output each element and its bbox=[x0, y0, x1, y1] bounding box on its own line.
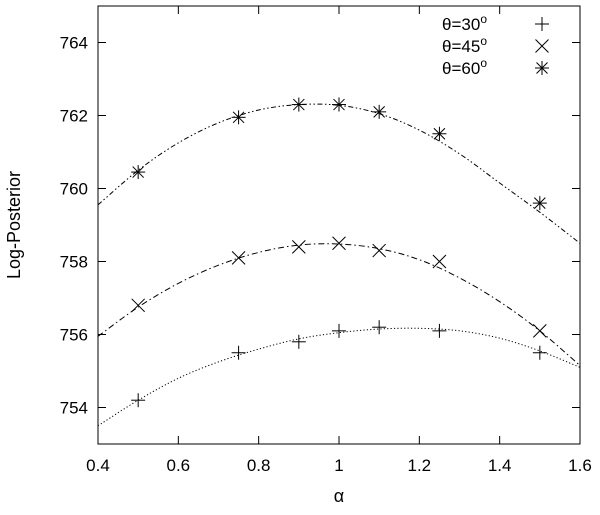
data-point bbox=[532, 323, 547, 338]
x-tick-label: 1 bbox=[334, 456, 343, 475]
data-point bbox=[532, 196, 547, 211]
legend-label: θ=60o bbox=[442, 56, 487, 78]
marker-stroke bbox=[536, 62, 548, 74]
data-point bbox=[332, 323, 346, 338]
x-axis-label: α bbox=[334, 486, 344, 506]
x-tick-label: 0.8 bbox=[247, 456, 271, 475]
series-fit-curve-1 bbox=[97, 327, 581, 427]
legend-degree-sign: o bbox=[480, 56, 487, 70]
marker-stroke bbox=[535, 39, 549, 53]
y-axis-label: Log-Posterior bbox=[4, 171, 24, 279]
x-tick-label: 0.4 bbox=[86, 456, 110, 475]
data-point bbox=[131, 165, 146, 180]
data-point bbox=[131, 393, 146, 408]
data-point bbox=[231, 345, 246, 360]
data-point bbox=[432, 126, 447, 141]
marker-stroke bbox=[292, 98, 305, 111]
marker-stroke bbox=[372, 243, 387, 258]
legend-marker bbox=[535, 17, 549, 31]
marker-stroke bbox=[432, 254, 447, 269]
plot-area bbox=[97, 97, 581, 427]
legend-marker bbox=[535, 39, 549, 53]
plot-frame bbox=[97, 5, 581, 445]
marker-stroke bbox=[332, 236, 346, 251]
data-point bbox=[432, 254, 447, 269]
data-point bbox=[291, 97, 306, 112]
data-point bbox=[372, 243, 387, 258]
y-tick-label: 758 bbox=[60, 253, 88, 272]
data-point bbox=[372, 320, 387, 335]
y-tick-label: 754 bbox=[60, 399, 88, 418]
marker-stroke bbox=[291, 240, 306, 254]
marker-stroke bbox=[131, 298, 146, 313]
x-tick-label: 0.6 bbox=[167, 456, 191, 475]
marker-stroke bbox=[433, 127, 446, 140]
data-point bbox=[231, 250, 246, 265]
x-tick-label: 1.2 bbox=[408, 456, 432, 475]
marker-stroke bbox=[232, 111, 245, 124]
y-tick-label: 764 bbox=[60, 34, 88, 53]
legend-degree-sign: o bbox=[480, 34, 487, 48]
marker-stroke bbox=[533, 197, 546, 209]
data-point bbox=[332, 97, 346, 112]
legend-degree-sign: o bbox=[480, 12, 487, 26]
data-point bbox=[532, 345, 547, 360]
marker-stroke bbox=[532, 323, 547, 338]
x-tick-label: 1.4 bbox=[488, 456, 512, 475]
data-point bbox=[291, 334, 306, 349]
series-fit-curve-2 bbox=[97, 243, 581, 366]
series-fit-curve-3 bbox=[97, 103, 581, 244]
legend-marker bbox=[535, 61, 549, 75]
data-point bbox=[231, 110, 246, 125]
y-tick-label: 756 bbox=[60, 326, 88, 345]
marker-stroke bbox=[333, 98, 345, 111]
x-axis: 0.4 0.6 0.8 1 1.2 1.4 1.6 bbox=[86, 6, 592, 475]
data-point bbox=[131, 298, 146, 313]
data-point bbox=[291, 240, 306, 254]
data-point bbox=[432, 323, 447, 338]
y-tick-label: 762 bbox=[60, 107, 88, 126]
data-point bbox=[372, 104, 387, 119]
y-axis: 754 756 758 760 762 764 bbox=[60, 34, 580, 418]
x-tick-label: 1.6 bbox=[568, 456, 592, 475]
legend-label: θ=30o bbox=[442, 12, 487, 34]
legend-label: θ=45o bbox=[442, 34, 487, 56]
marker-stroke bbox=[132, 166, 145, 178]
y-tick-label: 760 bbox=[60, 180, 88, 199]
data-point bbox=[332, 236, 346, 251]
marker-stroke bbox=[231, 250, 246, 265]
marker-stroke bbox=[373, 105, 386, 118]
